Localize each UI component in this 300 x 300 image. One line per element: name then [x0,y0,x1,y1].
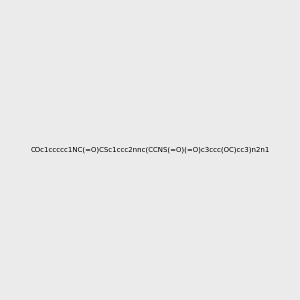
Text: COc1ccccc1NC(=O)CSc1ccc2nnc(CCNS(=O)(=O)c3ccc(OC)cc3)n2n1: COc1ccccc1NC(=O)CSc1ccc2nnc(CCNS(=O)(=O)… [30,147,270,153]
